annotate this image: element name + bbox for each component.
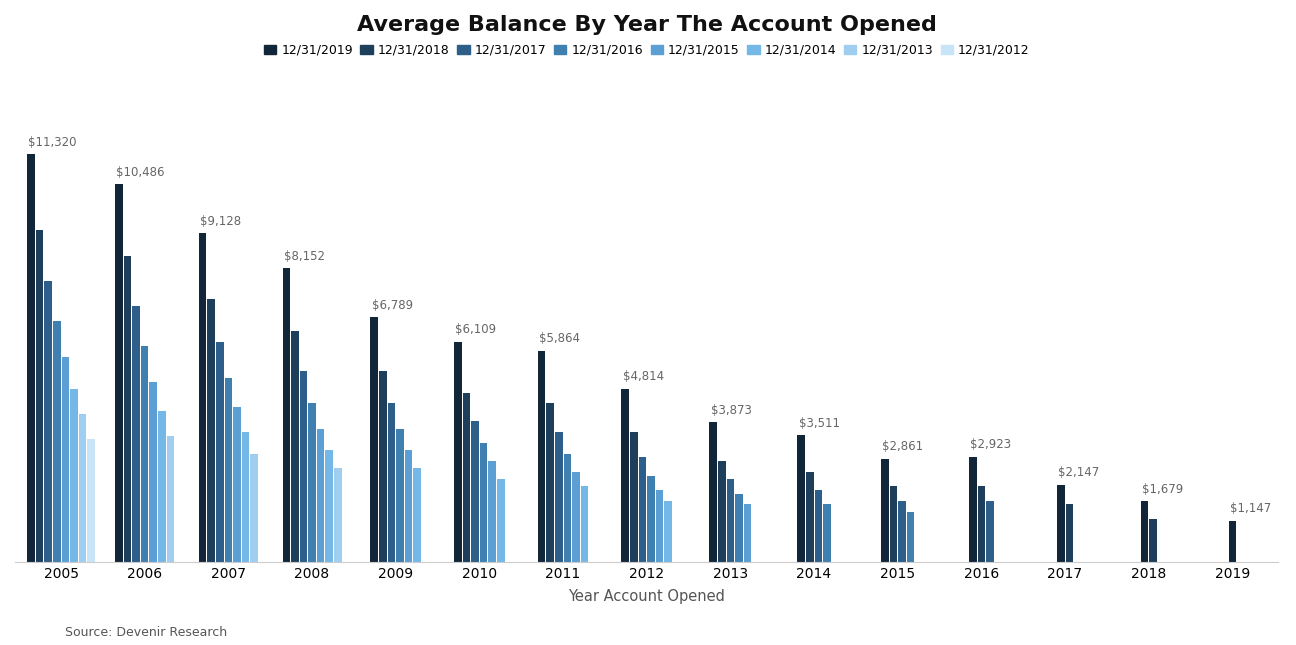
Bar bbox=[371, 317, 378, 562]
Bar bbox=[1058, 484, 1064, 562]
Bar bbox=[489, 461, 496, 562]
Bar bbox=[823, 504, 831, 562]
Bar bbox=[630, 432, 638, 562]
Bar bbox=[334, 468, 342, 562]
Text: $2,861: $2,861 bbox=[883, 441, 923, 453]
Bar bbox=[797, 435, 805, 562]
Bar bbox=[308, 403, 316, 562]
Bar bbox=[167, 436, 174, 562]
Bar bbox=[986, 501, 994, 562]
Bar bbox=[44, 281, 52, 562]
Bar bbox=[292, 332, 298, 562]
Bar bbox=[158, 411, 166, 562]
Bar bbox=[132, 306, 140, 562]
Text: $11,320: $11,320 bbox=[29, 135, 76, 148]
Bar bbox=[806, 472, 814, 562]
Bar bbox=[622, 388, 629, 562]
Legend: 12/31/2019, 12/31/2018, 12/31/2017, 12/31/2016, 12/31/2015, 12/31/2014, 12/31/20: 12/31/2019, 12/31/2018, 12/31/2017, 12/3… bbox=[259, 39, 1034, 62]
Bar bbox=[388, 403, 395, 562]
Bar bbox=[969, 457, 977, 562]
Text: $9,128: $9,128 bbox=[200, 215, 241, 228]
Bar bbox=[36, 230, 43, 562]
X-axis label: Year Account Opened: Year Account Opened bbox=[568, 589, 726, 604]
Bar bbox=[555, 432, 562, 562]
Title: Average Balance By Year The Account Opened: Average Balance By Year The Account Open… bbox=[356, 15, 937, 35]
Bar bbox=[378, 371, 386, 562]
Bar bbox=[404, 450, 412, 562]
Bar bbox=[123, 255, 131, 562]
Text: $2,923: $2,923 bbox=[971, 438, 1011, 452]
Bar bbox=[881, 459, 889, 562]
Bar bbox=[70, 389, 78, 562]
Text: $6,109: $6,109 bbox=[455, 323, 496, 337]
Text: $6,789: $6,789 bbox=[372, 299, 413, 312]
Text: $3,873: $3,873 bbox=[710, 404, 752, 417]
Bar bbox=[744, 504, 752, 562]
Text: $3,511: $3,511 bbox=[798, 417, 840, 430]
Bar bbox=[656, 490, 664, 562]
Bar bbox=[889, 486, 897, 562]
Text: $1,679: $1,679 bbox=[1142, 483, 1183, 496]
Bar bbox=[572, 472, 579, 562]
Bar bbox=[1229, 521, 1236, 562]
Bar bbox=[141, 346, 149, 562]
Bar bbox=[709, 422, 717, 562]
Text: $8,152: $8,152 bbox=[284, 250, 325, 263]
Bar bbox=[564, 454, 572, 562]
Bar bbox=[27, 154, 35, 562]
Text: $4,814: $4,814 bbox=[622, 370, 664, 383]
Text: $10,486: $10,486 bbox=[117, 166, 165, 179]
Text: $2,147: $2,147 bbox=[1058, 466, 1099, 479]
Text: Source: Devenir Research: Source: Devenir Research bbox=[65, 626, 227, 639]
Bar bbox=[233, 407, 241, 562]
Bar bbox=[547, 403, 553, 562]
Bar bbox=[115, 184, 123, 562]
Bar bbox=[898, 501, 906, 562]
Bar bbox=[1140, 502, 1148, 562]
Bar bbox=[907, 511, 915, 562]
Text: $1,147: $1,147 bbox=[1230, 502, 1271, 515]
Bar bbox=[735, 493, 743, 562]
Bar bbox=[463, 393, 470, 562]
Bar bbox=[207, 299, 215, 562]
Bar bbox=[472, 421, 478, 562]
Bar bbox=[87, 439, 95, 562]
Bar bbox=[283, 268, 290, 562]
Bar bbox=[718, 461, 726, 562]
Bar bbox=[53, 321, 61, 562]
Bar bbox=[242, 432, 249, 562]
Bar bbox=[581, 486, 588, 562]
Bar bbox=[413, 468, 421, 562]
Bar bbox=[639, 457, 647, 562]
Bar bbox=[316, 429, 324, 562]
Bar bbox=[815, 490, 822, 562]
Bar bbox=[977, 486, 985, 562]
Bar bbox=[480, 443, 487, 562]
Bar bbox=[647, 475, 654, 562]
Bar bbox=[665, 501, 671, 562]
Bar bbox=[538, 351, 546, 562]
Bar bbox=[149, 382, 157, 562]
Bar bbox=[325, 450, 333, 562]
Bar bbox=[61, 357, 69, 562]
Bar bbox=[198, 233, 206, 562]
Text: $5,864: $5,864 bbox=[539, 332, 581, 345]
Bar bbox=[1065, 504, 1073, 562]
Bar bbox=[727, 479, 734, 562]
Bar bbox=[454, 342, 461, 562]
Bar bbox=[1150, 519, 1157, 562]
Bar bbox=[224, 378, 232, 562]
Bar bbox=[250, 454, 258, 562]
Bar bbox=[299, 371, 307, 562]
Bar bbox=[216, 342, 223, 562]
Bar bbox=[498, 479, 504, 562]
Bar bbox=[397, 429, 404, 562]
Bar bbox=[79, 414, 87, 562]
